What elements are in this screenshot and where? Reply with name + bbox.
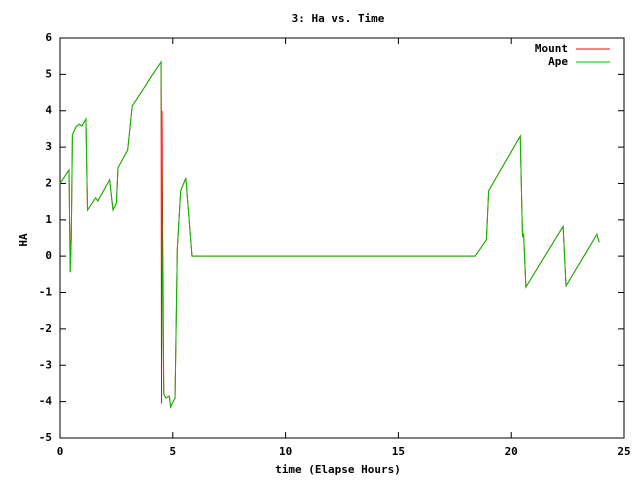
x-axis-label: time (Elapse Hours)	[275, 463, 401, 476]
y-tick-label: 3	[45, 140, 52, 153]
x-tick-label: 25	[617, 445, 630, 458]
y-tick-label: 1	[45, 213, 52, 226]
y-tick-label: -5	[39, 431, 52, 444]
y-tick-label: 6	[45, 31, 52, 44]
x-tick-label: 10	[279, 445, 292, 458]
series-line	[59, 60, 600, 409]
x-tick-label: 20	[505, 445, 518, 458]
y-tick-label: 0	[45, 249, 52, 262]
x-tick-label: 5	[169, 445, 176, 458]
legend-label: Ape	[548, 55, 568, 68]
y-tick-label: -1	[39, 286, 53, 299]
series-line	[59, 60, 600, 409]
chart-title: 3: Ha vs. Time	[292, 12, 385, 25]
x-tick-label: 0	[57, 445, 64, 458]
y-tick-label: 2	[45, 176, 52, 189]
y-tick-label: -4	[39, 395, 53, 408]
legend-label: Mount	[535, 42, 568, 55]
y-tick-label: -3	[39, 358, 52, 371]
y-axis-label: HA	[17, 233, 30, 247]
y-tick-label: -2	[39, 322, 52, 335]
x-tick-label: 15	[392, 445, 405, 458]
plot-border	[59, 37, 625, 439]
y-tick-label: 4	[45, 104, 52, 117]
y-tick-label: 5	[45, 67, 52, 80]
